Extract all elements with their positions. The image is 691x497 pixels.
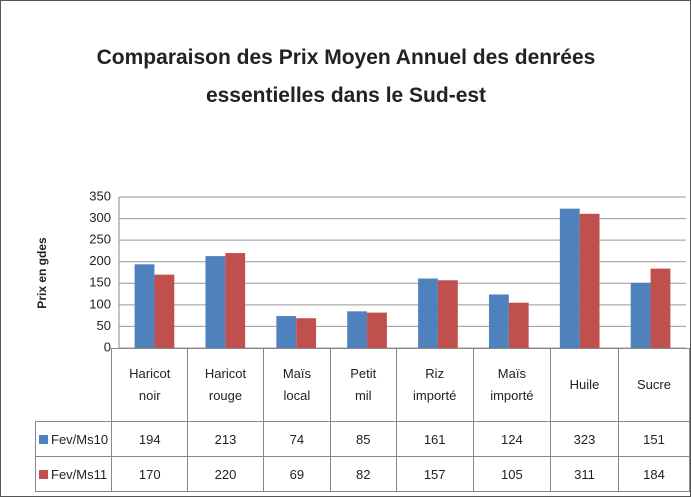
bar [418, 278, 438, 348]
value-cell-text: 82 [356, 466, 371, 482]
value-cell: 170 [111, 456, 189, 492]
bar [225, 253, 246, 348]
bar [630, 282, 651, 348]
bar [508, 302, 529, 348]
category-label-text: Sucre [637, 377, 671, 392]
value-cell-text: 184 [643, 466, 665, 482]
value-cell-text: 213 [214, 431, 237, 447]
value-cell-text: 170 [138, 466, 161, 482]
value-cell: 105 [472, 456, 551, 492]
bar [154, 274, 175, 348]
value-cell: 184 [618, 456, 690, 492]
legend-label: Fev/Ms10 [51, 431, 109, 447]
bar [276, 316, 297, 348]
category-label-text: Maïs importé [490, 366, 534, 403]
legend-entry: Fev/Ms10 [34, 421, 113, 457]
value-cell: 213 [187, 421, 264, 457]
y-tick-label: 350 [89, 188, 111, 203]
category-label: Haricot noir [111, 348, 189, 422]
category-label: Haricot rouge [187, 348, 264, 422]
value-cell-text: 220 [214, 466, 237, 482]
category-label-text: Haricot noir [129, 366, 171, 403]
value-cell-text: 323 [573, 431, 596, 447]
category-label-text: Maïs local [282, 366, 311, 403]
bar [296, 318, 317, 348]
value-cell-text: 105 [501, 466, 523, 482]
value-cell: 151 [618, 421, 690, 457]
category-label: Sucre [618, 348, 690, 422]
category-label: Huile [549, 348, 620, 422]
value-cell: 194 [111, 421, 189, 457]
value-cell: 82 [329, 456, 397, 492]
value-cell-text: 85 [356, 431, 371, 447]
category-label: Riz importé [395, 348, 474, 422]
value-cell: 157 [395, 456, 474, 492]
y-axis-label: Prix en gdes [35, 237, 49, 309]
value-cell: 323 [549, 421, 620, 457]
y-tick-label: 250 [89, 232, 111, 247]
value-cell: 69 [262, 456, 331, 492]
legend-entry: Fev/Ms11 [34, 456, 113, 492]
legend-swatch [39, 469, 48, 479]
category-label-text: Riz importé [413, 366, 457, 403]
bar [367, 312, 387, 348]
value-cell: 220 [187, 456, 264, 492]
category-label: Maïs local [262, 348, 331, 422]
bar [650, 268, 671, 348]
y-tick-label: 200 [89, 253, 111, 268]
y-tick-label: 100 [89, 296, 111, 311]
category-label: Petit mil [329, 348, 397, 422]
bar [488, 294, 509, 348]
bar [134, 264, 155, 348]
category-label-text: Huile [569, 377, 600, 392]
value-cell: 311 [549, 456, 620, 492]
bar [205, 256, 226, 348]
value-cell-text: 194 [138, 431, 161, 447]
table-corner [35, 348, 113, 422]
bar [559, 208, 580, 348]
value-cell-text: 311 [574, 466, 595, 482]
category-label-text: Haricot rouge [204, 366, 247, 403]
bar [347, 311, 368, 348]
value-cell-text: 124 [501, 431, 523, 447]
legend-swatch [39, 434, 48, 444]
data-table: Haricot noir Haricot rouge Maïs local Petit… [34, 348, 690, 492]
y-tick-label: 0 [104, 339, 111, 354]
y-tick-label: 50 [97, 318, 111, 333]
value-cell-text: 151 [643, 431, 665, 447]
value-cell: 161 [395, 421, 474, 457]
value-cell: 74 [262, 421, 331, 457]
value-cell-text: 74 [289, 431, 305, 447]
value-cell-text: 69 [289, 466, 305, 482]
value-cell-text: 161 [423, 431, 446, 447]
bar [437, 280, 458, 348]
category-label: Maïs importé [472, 348, 551, 422]
y-tick-label: 300 [89, 210, 111, 225]
chart-title: Comparaison des Prix Moyen Annuel des de… [96, 46, 596, 107]
value-cell-text: 157 [423, 466, 446, 482]
bar [579, 213, 600, 348]
value-cell: 124 [472, 421, 551, 457]
value-cell: 85 [329, 421, 397, 457]
y-tick-label: 150 [89, 275, 111, 290]
legend-label: Fev/Ms11 [51, 466, 108, 482]
category-label-text: Petit mil [350, 366, 377, 403]
